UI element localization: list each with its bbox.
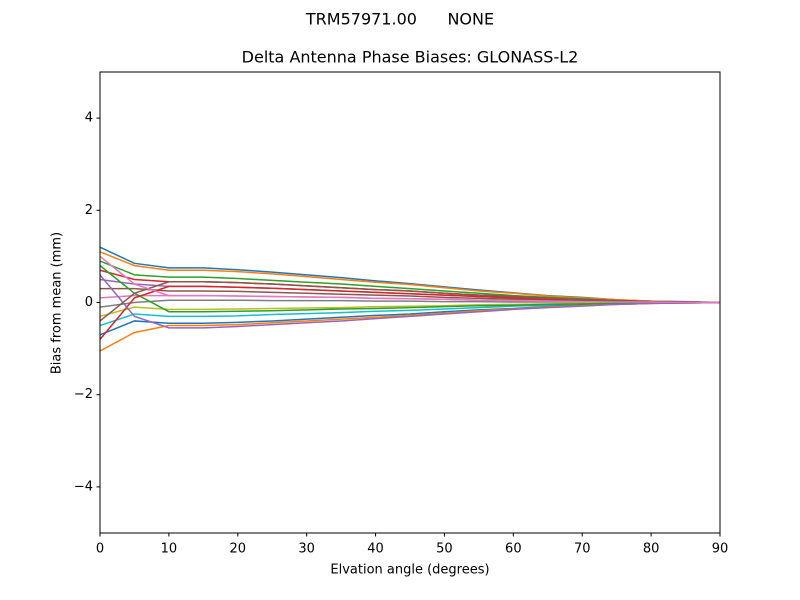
y-axis-title: Bias from mean (mm) [50, 232, 65, 374]
x-tick-label: 80 [643, 542, 660, 557]
y-tick-label: 2 [85, 203, 93, 218]
series-line [99, 285, 721, 340]
series-line [99, 274, 721, 329]
x-tick-label: 90 [712, 542, 729, 557]
y-tick-label: −2 [74, 387, 93, 402]
x-tick-label: 0 [96, 542, 104, 557]
suptitle: TRM57971.00 NONE [305, 10, 494, 29]
x-tick-label: 30 [298, 542, 315, 557]
x-tick-label: 20 [230, 542, 247, 557]
x-tick-label: 60 [505, 542, 522, 557]
y-tick-label: 4 [85, 111, 93, 126]
plot-area [99, 246, 721, 352]
series-line [99, 281, 721, 322]
series-line [99, 251, 721, 304]
x-tick-label: 10 [161, 542, 178, 557]
y-tick-label: 0 [85, 295, 93, 310]
x-axis-title: Elvation angle (degrees) [330, 563, 489, 578]
x-tick-label: 50 [436, 542, 453, 557]
x-tick-label: 40 [367, 542, 384, 557]
x-tick-label: 70 [574, 542, 591, 557]
chart-title: Delta Antenna Phase Biases: GLONASS-L2 [242, 48, 579, 67]
y-tick-label: −4 [74, 479, 93, 494]
series-line [99, 265, 720, 313]
series-line [99, 255, 720, 304]
